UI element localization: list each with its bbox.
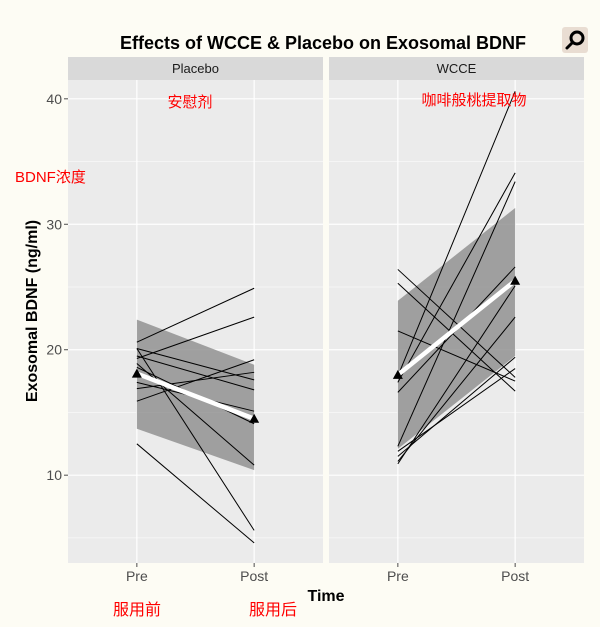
subject-line (136, 287, 255, 343)
facet-strip-label: Placebo (172, 61, 219, 76)
mean-point (131, 368, 142, 378)
y-tick-label: 20 (46, 342, 62, 358)
subject-line (397, 91, 516, 377)
mean-line (395, 278, 518, 378)
panel-wcce: WCCE Pre Post (329, 57, 584, 584)
magnifier-logo-icon (562, 27, 588, 53)
subject-line (397, 356, 516, 457)
subject-line (397, 181, 516, 447)
y-tick-label: 30 (46, 216, 62, 232)
annotation-bdnf-concentration: BDNF浓度 (15, 169, 86, 186)
subject-line (397, 285, 516, 465)
y-tick-label: 10 (46, 467, 62, 483)
subject-line (397, 172, 516, 383)
x-axis-title: Time (307, 588, 344, 605)
annotation-post-dose: 服用后 (249, 601, 297, 619)
y-tick-label: 40 (46, 91, 62, 107)
y-axis-ticks: 10 20 30 40 (46, 91, 68, 483)
chart-title: Effects of WCCE & Placebo on Exosomal BD… (120, 33, 526, 53)
panel-background (68, 80, 323, 563)
mean-point (510, 275, 521, 285)
x-tick-label: Pre (126, 568, 148, 584)
subject-line (136, 443, 255, 544)
subject-line (397, 269, 516, 378)
facet-strip-label: WCCE (437, 61, 477, 76)
y-axis-title: Exosomal BDNF (ng/ml) (24, 220, 41, 402)
annotation-pre-dose: 服用前 (113, 601, 161, 619)
subject-line (136, 359, 255, 402)
subject-line (136, 316, 255, 359)
annotation-wcce-label: 咖啡般桃提取物 (421, 92, 526, 109)
mean-point (249, 413, 260, 423)
subject-line (397, 330, 516, 382)
subject-line (136, 355, 255, 391)
subject-line (397, 316, 516, 462)
x-tick-label: Pre (387, 568, 409, 584)
annotation-placebo-label: 安慰剂 (167, 93, 212, 111)
mean-line (134, 371, 257, 421)
facet-strip (329, 57, 584, 80)
x-tick-label: Post (240, 568, 268, 584)
mean-point (392, 369, 403, 379)
x-tick-label: Post (501, 568, 529, 584)
panel-placebo: Placebo Pre Post (68, 57, 323, 584)
facet-strip (68, 57, 323, 80)
